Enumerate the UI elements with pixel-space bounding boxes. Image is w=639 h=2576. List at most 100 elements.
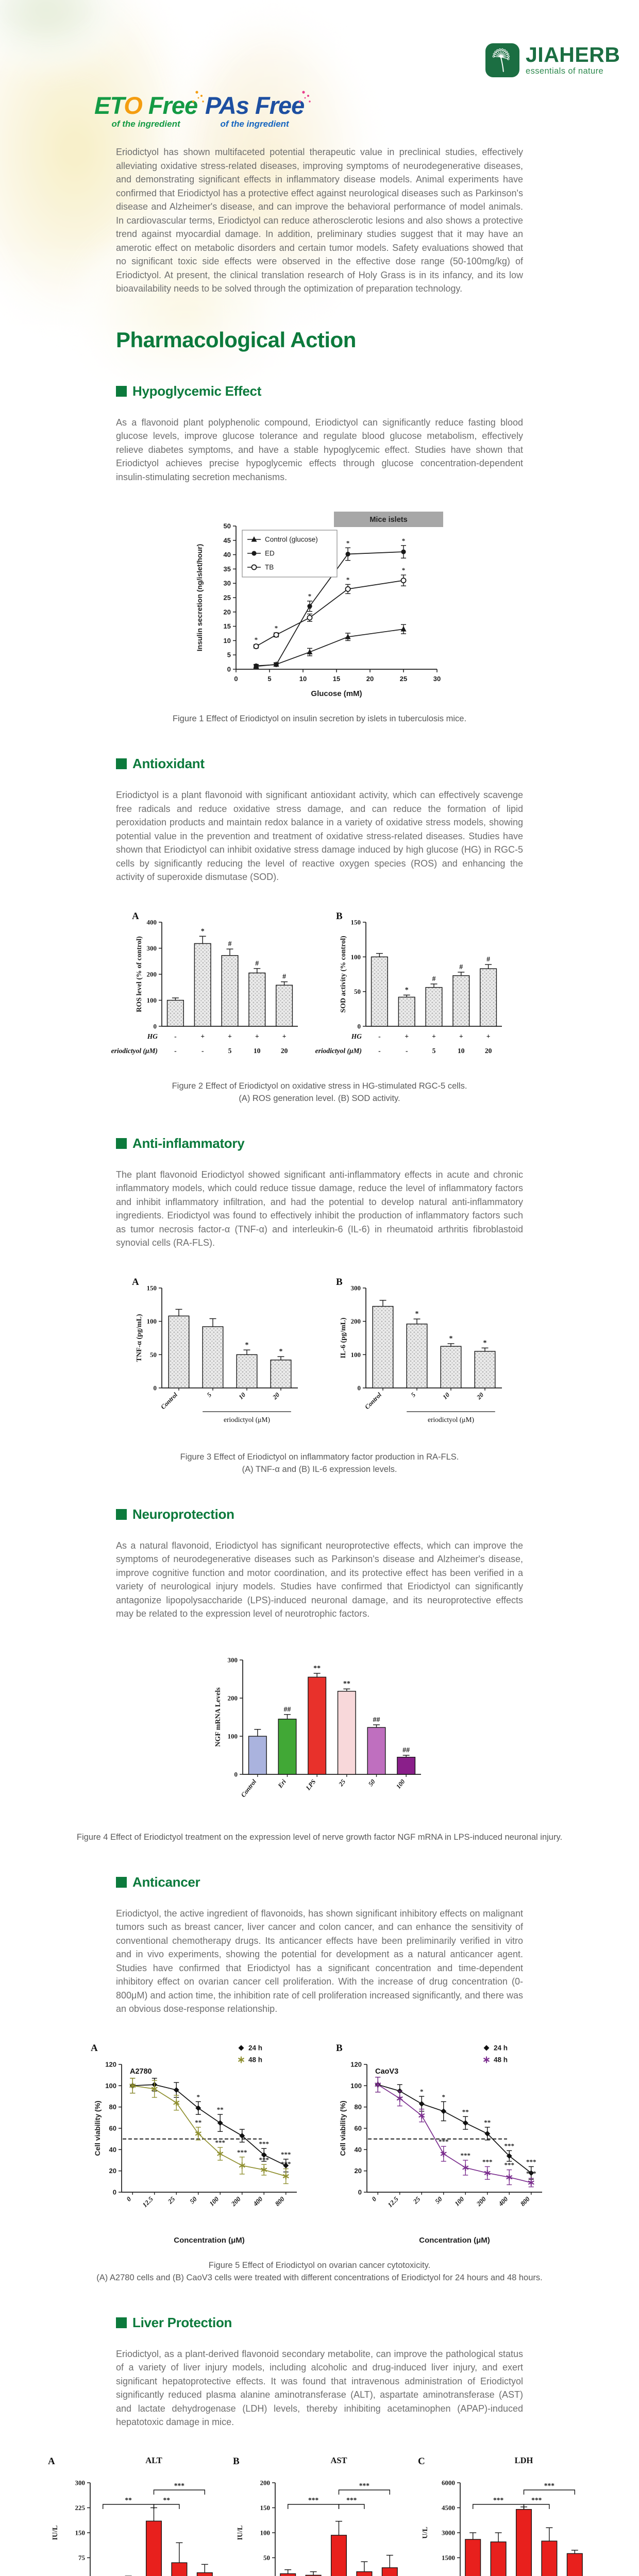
- svg-text:***: ***: [531, 2496, 542, 2504]
- svg-text:***: ***: [259, 2156, 270, 2163]
- svg-text:*: *: [449, 1334, 453, 1342]
- svg-text:100: 100: [351, 1350, 361, 1358]
- svg-text:SOD activity (% control): SOD activity (% control): [340, 935, 347, 1012]
- svg-text:800: 800: [273, 2195, 286, 2208]
- svg-text:80: 80: [355, 2103, 362, 2111]
- svg-text:48 h: 48 h: [248, 2056, 262, 2063]
- svg-text:200: 200: [147, 970, 157, 978]
- section-bullet: [116, 1509, 127, 1520]
- svg-text:+: +: [200, 1032, 205, 1040]
- section-body: Eriodictyol, the active ingredient of fl…: [116, 1908, 523, 2014]
- pas-free-subtitle: of the ingredient: [220, 119, 289, 129]
- svg-text:eriodictyol (μM): eriodictyol (μM): [111, 1047, 158, 1055]
- svg-text:-: -: [174, 1047, 177, 1055]
- svg-text:100: 100: [351, 953, 361, 960]
- svg-text:0: 0: [125, 2195, 133, 2203]
- svg-text:0: 0: [113, 2188, 116, 2196]
- section-heading: Antioxidant: [132, 756, 205, 771]
- svg-text:24 h: 24 h: [494, 2044, 508, 2052]
- svg-text:100: 100: [260, 2529, 270, 2536]
- svg-text:45: 45: [224, 536, 231, 544]
- svg-text:eriodictyol (μM): eriodictyol (μM): [315, 1047, 362, 1055]
- svg-text:*: *: [402, 566, 406, 574]
- svg-text:50: 50: [433, 2195, 444, 2205]
- svg-text:200: 200: [351, 1317, 361, 1325]
- svg-text:#: #: [486, 956, 490, 963]
- svg-text:eriodictyol (μM): eriodictyol (μM): [428, 1416, 474, 1423]
- svg-text:15: 15: [224, 622, 231, 630]
- svg-text:-: -: [378, 1047, 381, 1055]
- eto-free-subtitle: of the ingredient: [111, 119, 180, 129]
- figure-6b-chart: 050100150200IU/LBASTControlEriodictyol 2…: [231, 2453, 409, 2576]
- section-body: The plant flavonoid Eriodictyol showed s…: [116, 1169, 523, 1248]
- section-bullet: [116, 1138, 127, 1149]
- svg-text:Cell viability (%): Cell viability (%): [339, 2100, 347, 2156]
- svg-text:400: 400: [251, 2195, 264, 2208]
- svg-text:10: 10: [441, 1391, 451, 1400]
- svg-text:5: 5: [206, 1391, 213, 1398]
- svg-text:IU/L: IU/L: [52, 2525, 59, 2540]
- svg-text:ROS level (% of control): ROS level (% of control): [136, 936, 143, 1012]
- svg-text:12.5: 12.5: [141, 2195, 155, 2209]
- section-anticancer: Anticancer Eriodictyol, the active ingre…: [91, 1874, 543, 2284]
- svg-text:*: *: [420, 2088, 424, 2095]
- svg-text:***: ***: [461, 2151, 471, 2159]
- figure-3-caption: Figure 3 Effect of Eriodictyol on inflam…: [180, 1452, 459, 1474]
- svg-text:*: *: [405, 986, 409, 994]
- section-liver-protection: Liver Protection Eriodictyol, as a plant…: [48, 2315, 583, 2576]
- svg-text:**: **: [343, 1680, 350, 1688]
- svg-text:**: **: [195, 2118, 201, 2126]
- svg-text:20: 20: [355, 2167, 362, 2175]
- svg-text:10: 10: [224, 637, 231, 645]
- figure-5a-chart: 0 20 40 60 80 100 120 Cell viability (%) A A2780 0…: [89, 2040, 305, 2246]
- svg-text:80: 80: [109, 2103, 116, 2111]
- svg-text:20: 20: [485, 1047, 492, 1055]
- svg-text:75: 75: [78, 2554, 86, 2562]
- svg-text:48 h: 48 h: [494, 2056, 508, 2063]
- svg-text:Glucose (mM): Glucose (mM): [311, 689, 362, 698]
- svg-text:20: 20: [281, 1047, 288, 1055]
- svg-text:##: ##: [373, 1716, 380, 1723]
- brand-name: JIAHERB: [526, 43, 620, 66]
- pas-free-badge: PAs Free of the ingredient: [205, 91, 311, 129]
- svg-text:15: 15: [333, 675, 340, 683]
- sparkle-icon: [190, 89, 206, 109]
- svg-text:***: ***: [308, 2496, 318, 2504]
- section-heading: Anti-inflammatory: [132, 1135, 245, 1151]
- svg-text:*: *: [402, 537, 406, 545]
- svg-text:ALT: ALT: [145, 2455, 162, 2465]
- svg-text:#: #: [432, 975, 436, 982]
- svg-text:ED: ED: [265, 550, 275, 557]
- section-heading: Anticancer: [132, 1874, 200, 1890]
- section-body: Eriodictyol is a plant flavonoid with si…: [116, 790, 523, 882]
- svg-text:Eri: Eri: [276, 1777, 288, 1789]
- svg-text:**: **: [217, 2106, 224, 2113]
- svg-text:10: 10: [237, 1391, 247, 1400]
- svg-text:*: *: [245, 1341, 249, 1349]
- svg-text:-: -: [406, 1047, 408, 1055]
- svg-text:100: 100: [350, 2081, 362, 2089]
- svg-text:100: 100: [147, 1317, 157, 1325]
- figure-5b-chart: 0 20 40 60 80 100 120 Cell viability (%) B CaoV3 0…: [334, 2040, 550, 2246]
- svg-text:50: 50: [354, 988, 361, 995]
- svg-text:*: *: [420, 2100, 424, 2108]
- figure-1-chart: 0 5 10 15 20 25 30 35 40 45 50 Insulin secretion (n…: [191, 507, 448, 699]
- svg-text:120: 120: [105, 2060, 116, 2068]
- svg-text:HG: HG: [147, 1032, 158, 1040]
- svg-text:*: *: [201, 927, 205, 935]
- section-hypoglycemic-effect: Hypoglycemic Effect As a flavonoid plant…: [116, 383, 523, 725]
- svg-text:**: **: [125, 2496, 132, 2504]
- svg-text:*: *: [415, 1310, 419, 1318]
- svg-text:+: +: [486, 1032, 491, 1040]
- svg-text:*: *: [197, 2093, 200, 2100]
- svg-text:50: 50: [188, 2195, 198, 2205]
- svg-text:0: 0: [370, 2195, 378, 2203]
- figure-2a-chart: 0 100 200 300 400 ROS level (% of control) A * #…: [111, 908, 305, 1066]
- svg-text:25: 25: [337, 1778, 347, 1788]
- svg-text:100: 100: [395, 1777, 407, 1790]
- svg-text:TNF-α (pg/mL): TNF-α (pg/mL): [136, 1314, 143, 1362]
- section-body: As a flavonoid plant polyphenolic compou…: [116, 417, 523, 482]
- svg-text:20: 20: [271, 1391, 281, 1401]
- svg-text:30: 30: [433, 675, 441, 683]
